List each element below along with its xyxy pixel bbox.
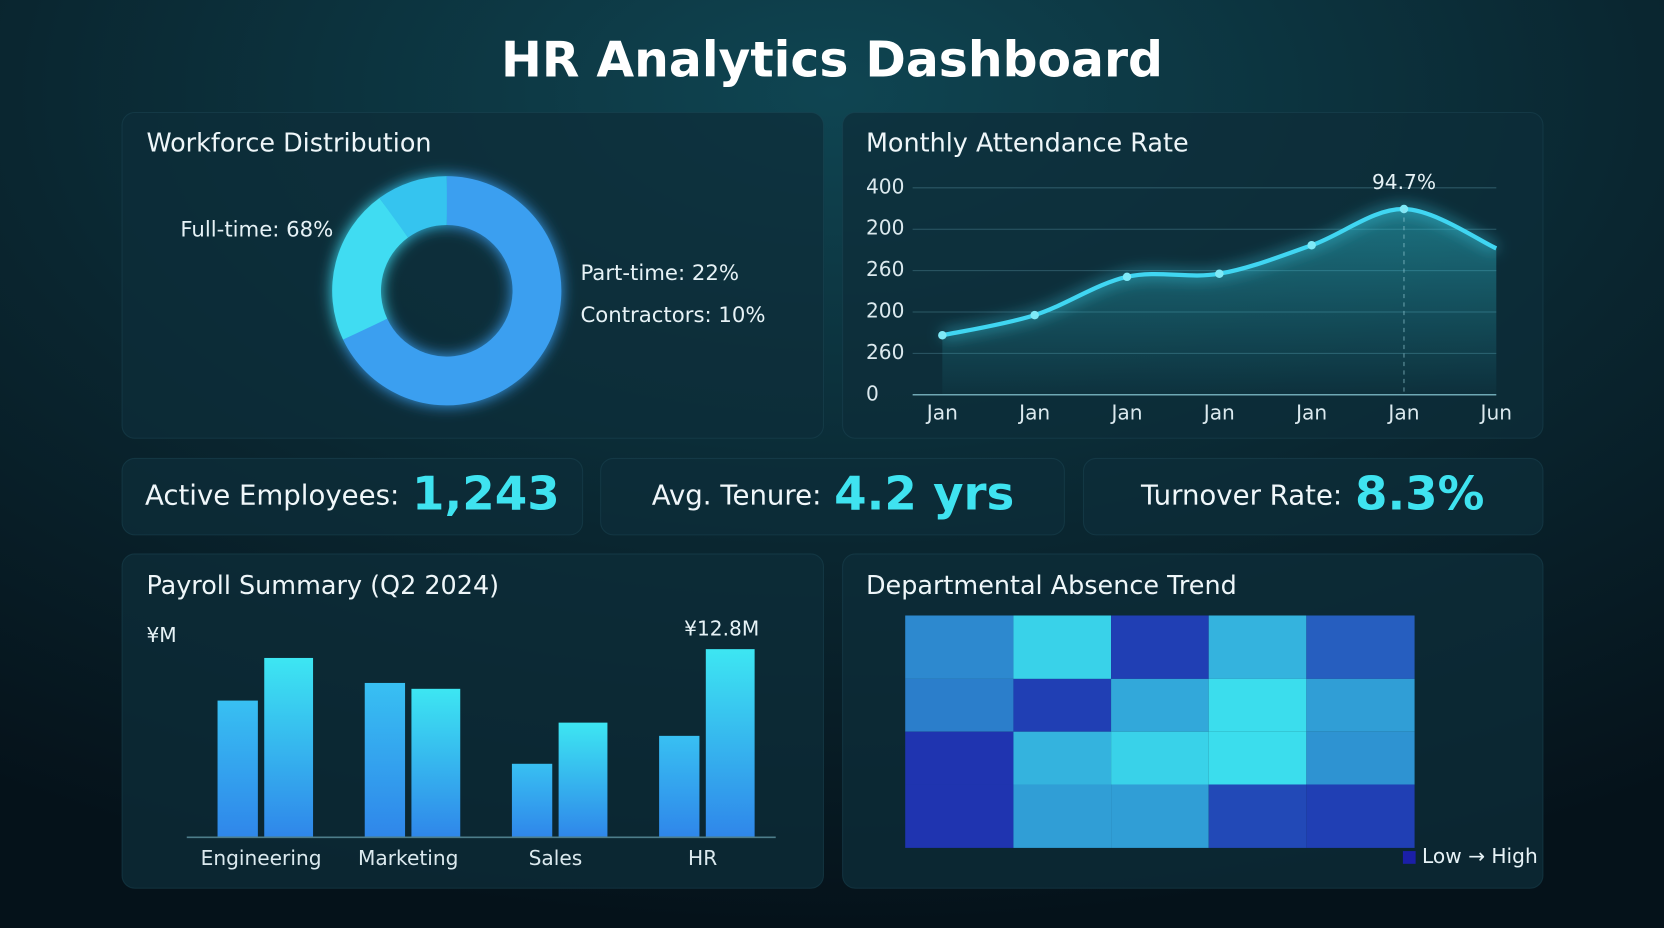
legend-label: Low → High <box>1422 844 1538 868</box>
heatmap-cell <box>1306 784 1415 848</box>
x-tick-label: Marketing <box>358 846 458 870</box>
bar <box>558 722 608 838</box>
point <box>1030 310 1039 320</box>
area <box>942 209 1497 395</box>
point <box>1215 269 1224 278</box>
kpi-value: 8.3% <box>1355 467 1485 521</box>
point <box>1307 241 1316 250</box>
kpi-card <box>121 457 584 536</box>
kpi-label: Turnover Rate: <box>1140 479 1342 512</box>
bar <box>364 682 406 838</box>
card <box>121 111 825 439</box>
bar <box>659 735 700 838</box>
heatmap-cell <box>1208 731 1307 785</box>
chart-title: Payroll Summary (Q2 2024) <box>146 571 499 601</box>
kpi: Turnover Rate: 8.3% <box>1140 467 1485 521</box>
y-tick-label: 400 <box>866 174 904 198</box>
x-tick-label: Jan <box>1294 400 1327 424</box>
chart-title: Workforce Distribution <box>146 128 431 158</box>
heatmap-cell <box>1306 731 1415 785</box>
point <box>938 331 947 340</box>
heatmap-cell <box>1013 731 1112 785</box>
dashboard-title: HR Analytics Dashboard <box>501 32 1163 89</box>
kpi-card <box>1082 457 1544 536</box>
heatmap-cell <box>1111 678 1209 732</box>
layout: HR Analytics Dashboard Workforce Distrib… <box>121 32 1544 889</box>
x-tick-label: Jan <box>1017 400 1050 424</box>
data-label: Full-time: 68% <box>180 217 333 242</box>
kpi-value: 4.2 yrs <box>834 467 1014 521</box>
point <box>1122 272 1132 282</box>
y-tick-label: 200 <box>866 298 904 322</box>
y-tick-label: 0 <box>866 381 879 405</box>
unit-label: ¥M <box>146 623 176 647</box>
heatmap-cell <box>1208 615 1307 679</box>
kpi-label: Avg. Tenure: <box>652 479 822 512</box>
heatmap-cell <box>1013 678 1112 732</box>
heatmap-cell <box>1013 784 1112 848</box>
heatmap-cell <box>905 731 1014 785</box>
heatmap-cell <box>1111 615 1209 679</box>
legend-swatch <box>1402 851 1416 864</box>
chart-title: Departmental Absence Trend <box>866 571 1237 601</box>
heatmap-cell <box>1208 784 1307 848</box>
kpi-value: 1,243 <box>412 467 560 521</box>
x-tick-label: Jun <box>1479 400 1512 424</box>
x-tick-label: Jan <box>925 400 958 424</box>
y-tick-label: 260 <box>866 340 904 364</box>
annotation: ¥12.8M <box>684 617 759 641</box>
bar <box>217 700 258 838</box>
heatmap-cell <box>905 784 1014 848</box>
x-tick-label: Jan <box>1386 400 1419 424</box>
kpi-label: Active Employees: <box>145 479 399 512</box>
chart-title: Monthly Attendance Rate <box>866 128 1189 158</box>
heatmap-cell <box>1013 615 1112 679</box>
x-tick-label: Jan <box>1109 400 1142 424</box>
kpi: Active Employees: 1,243 <box>145 467 560 521</box>
data-label: Part-time: 22% <box>580 261 739 286</box>
heatmap-cell <box>1111 731 1209 785</box>
y-tick-label: 200 <box>866 216 904 240</box>
donut-segment <box>343 176 562 406</box>
data-label: Contractors: 10% <box>580 303 765 328</box>
heatmap-cell <box>1306 678 1415 732</box>
heatmap-cell <box>905 615 1014 679</box>
y-tick-label: 260 <box>866 257 904 281</box>
bar <box>511 763 553 838</box>
donut-segment <box>332 198 409 340</box>
donut <box>332 176 562 406</box>
heatmap-cell <box>1111 784 1209 848</box>
x-tick-label: Jan <box>1202 400 1235 424</box>
heatmap-cell <box>905 678 1014 732</box>
heatmap-cell <box>1208 678 1307 732</box>
heatmap-cell <box>1306 615 1415 679</box>
kpi-card <box>600 457 1065 536</box>
x-tick-label: Sales <box>529 846 583 870</box>
annotation: 94.7% <box>1372 170 1436 194</box>
bar <box>705 649 755 838</box>
kpi: Avg. Tenure: 4.2 yrs <box>652 467 1015 521</box>
bar <box>264 657 314 838</box>
x-tick-label: HR <box>688 846 717 870</box>
x-tick-label: Engineering <box>201 846 322 870</box>
donut-segment <box>379 176 447 238</box>
bar <box>411 688 461 838</box>
